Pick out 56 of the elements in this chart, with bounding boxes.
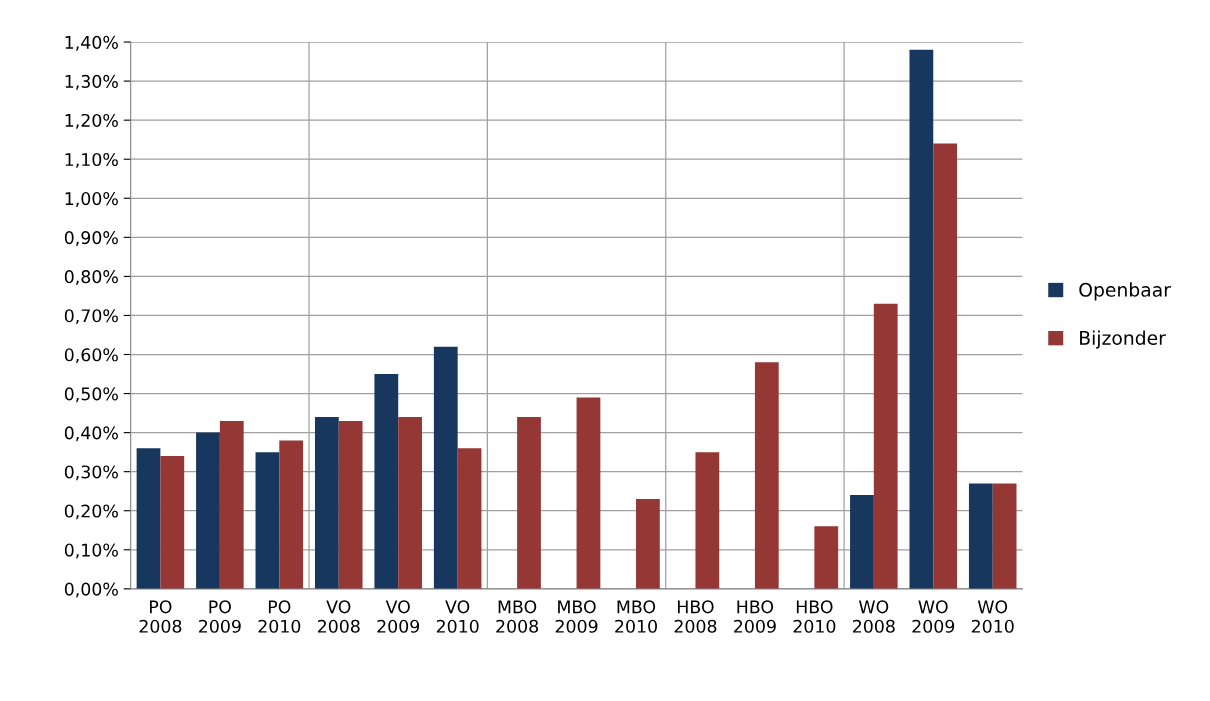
x-tick-label: WO 2009	[912, 600, 955, 633]
y-tick-label: 1,10%	[65, 152, 118, 168]
x-tick-label: WO 2010	[971, 600, 1014, 633]
x-tick-label: HBO 2010	[793, 600, 836, 633]
y-tick-label: 0,70%	[64, 309, 118, 325]
y-tick-label: 1,30%	[65, 74, 118, 90]
x-tick-label: HBO 2008	[674, 600, 717, 633]
y-tick-label: 0,60%	[64, 348, 118, 364]
bar	[196, 432, 220, 589]
x-tick-label: VO 2009	[377, 600, 420, 633]
bar	[255, 452, 280, 589]
x-tick-label: MBO 2008	[496, 600, 539, 633]
bar	[457, 448, 482, 589]
bar	[338, 420, 363, 589]
y-tick-label: 1,00%	[65, 191, 118, 207]
y-tick-label: 1,40%	[65, 35, 118, 51]
bar	[636, 499, 660, 589]
bar	[850, 495, 874, 589]
bar	[933, 143, 958, 589]
y-tick-label: 0,90%	[64, 231, 118, 246]
bar	[314, 416, 339, 589]
x-tick-label: PO 2010	[258, 600, 301, 633]
legend-label: Openbaar	[1079, 282, 1171, 301]
x-tick-label: WO 2008	[853, 600, 895, 633]
y-tick-label: 0,50%	[64, 387, 118, 403]
bar	[279, 440, 304, 589]
y-tick-label: 1,20%	[65, 113, 118, 129]
x-tick-label: HBO 2009	[734, 600, 776, 633]
bar	[873, 303, 898, 589]
bar	[576, 397, 601, 589]
bar	[433, 346, 458, 589]
x-tick-label: MBO 2009	[555, 600, 598, 633]
x-tick-label: MBO 2010	[615, 600, 657, 633]
bar	[695, 452, 720, 589]
bar	[160, 456, 185, 589]
bar	[374, 374, 399, 589]
bar	[136, 448, 161, 589]
x-tick-label: PO 2008	[139, 600, 182, 633]
bar	[968, 483, 993, 589]
y-tick-label: 0,20%	[64, 504, 118, 520]
y-tick-label: 0,00%	[64, 582, 118, 598]
y-tick-label: 0,30%	[64, 465, 118, 481]
legend-label: Bijzonder	[1080, 330, 1166, 349]
x-tick-label: PO 2009	[199, 600, 241, 633]
y-tick-label: 0,10%	[64, 543, 118, 559]
bar	[219, 420, 244, 589]
bar	[517, 416, 541, 589]
bar	[754, 362, 779, 589]
bar	[992, 483, 1017, 589]
bar	[909, 49, 934, 589]
y-tick-label: 0,80%	[64, 270, 118, 286]
y-tick-label: 0,40%	[64, 426, 118, 442]
x-tick-label: VO 2010	[436, 600, 479, 633]
bar	[814, 526, 839, 589]
x-tick-label: VO 2008	[317, 600, 360, 633]
bar	[398, 416, 422, 589]
